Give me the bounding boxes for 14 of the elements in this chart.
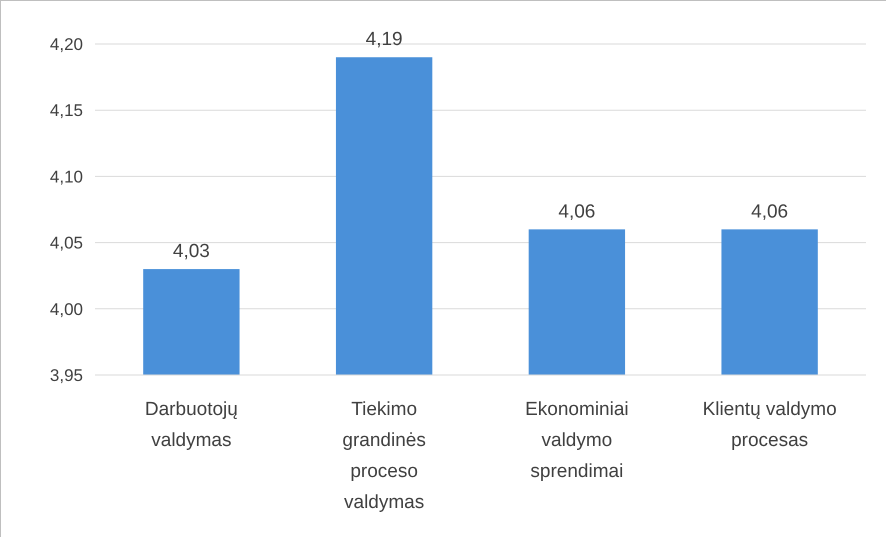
y-tick-label: 4,10: [50, 167, 83, 186]
data-label: 4,06: [558, 201, 596, 222]
y-tick-label: 4,20: [50, 34, 83, 54]
y-tick-label: 4,15: [50, 101, 83, 120]
data-label: 4,19: [366, 29, 403, 50]
x-tick-label: Darbuotojų valdymas: [144, 399, 238, 451]
x-tick-label: Ekonominiai valdymo sprendimai: [525, 399, 629, 482]
x-tick-label: Tiekimo grandinės proceso valdymas: [342, 399, 426, 513]
x-tick-label: Klientų valdymo procesas: [702, 399, 837, 451]
y-tick-label: 4,05: [50, 234, 83, 253]
y-tick-label: 3,95: [50, 366, 83, 385]
data-label: 4,03: [172, 241, 210, 262]
y-tick-label: 4,00: [50, 300, 83, 319]
data-label: 4,06: [751, 201, 788, 222]
